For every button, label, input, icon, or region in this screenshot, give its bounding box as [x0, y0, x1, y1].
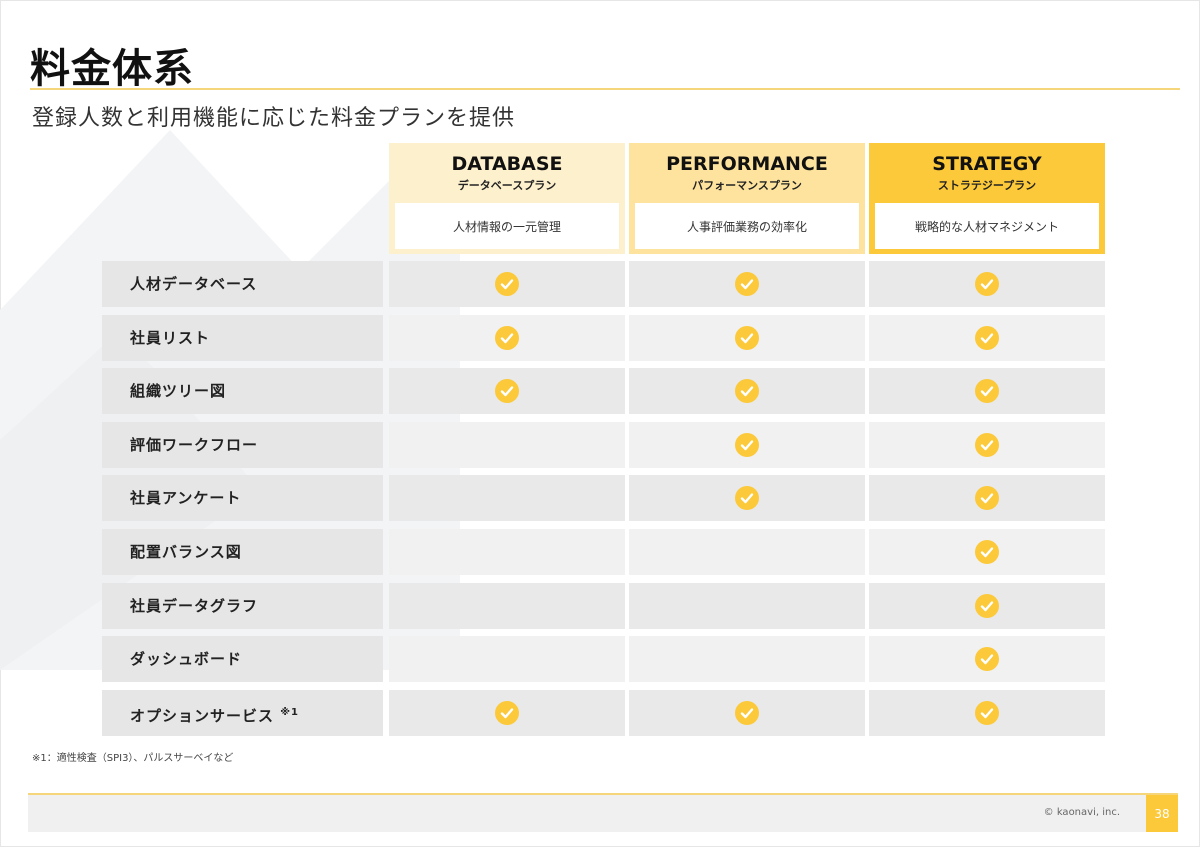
- footer-bar: © kaonavi, inc. 38: [28, 793, 1178, 832]
- feature-label-cell: オプションサービス ※1: [102, 690, 383, 736]
- feature-label: 組織ツリー図: [130, 382, 227, 400]
- plan-header-database: DATABASE データベースプラン人材情報の一元管理: [389, 143, 625, 254]
- check-circle-icon: [975, 647, 999, 671]
- plan-header-strategy: STRATEGY ストラテジープラン戦略的な人材マネジメント: [869, 143, 1105, 254]
- check-circle-icon: [735, 433, 759, 457]
- plan-cell-strategy: [869, 529, 1105, 575]
- check-circle-icon: [975, 594, 999, 618]
- feature-label: 社員アンケート: [130, 489, 242, 507]
- check-circle-icon: [975, 701, 999, 725]
- feature-label-cell: 社員リスト: [102, 315, 383, 361]
- plan-name-kana: データベースプラン: [457, 179, 557, 192]
- plan-cell-strategy: [869, 422, 1105, 468]
- plan-description: 人事評価業務の効率化: [635, 203, 859, 249]
- plan-header-performance: PERFORMANCE パフォーマンスプラン人事評価業務の効率化: [629, 143, 865, 254]
- plan-cell-database: [389, 368, 625, 414]
- feature-label-cell: ダッシュボード: [102, 636, 383, 682]
- page-title: 料金体系: [30, 46, 194, 92]
- feature-label-cell: 社員アンケート: [102, 475, 383, 521]
- plan-cell-strategy: [869, 368, 1105, 414]
- plan-cell-database: [389, 261, 625, 307]
- plan-cell-strategy: [869, 261, 1105, 307]
- plan-description: 戦略的な人材マネジメント: [875, 203, 1099, 249]
- plan-name-kana: パフォーマンスプラン: [692, 179, 802, 192]
- plan-cell-strategy: [869, 583, 1105, 629]
- plan-cell-performance: [629, 368, 865, 414]
- check-circle-icon: [495, 701, 519, 725]
- feature-label-cell: 社員データグラフ: [102, 583, 383, 629]
- plan-cell-database: [389, 690, 625, 736]
- plan-cell-database: [389, 475, 625, 521]
- check-circle-icon: [735, 379, 759, 403]
- plan-name-kana: ストラテジープラン: [937, 179, 1037, 192]
- check-circle-icon: [975, 326, 999, 350]
- plan-cell-performance: [629, 422, 865, 468]
- check-circle-icon: [735, 326, 759, 350]
- check-circle-icon: [735, 272, 759, 296]
- feature-label-cell: 評価ワークフロー: [102, 422, 383, 468]
- check-circle-icon: [735, 486, 759, 510]
- feature-label: 配置バランス図: [130, 543, 242, 561]
- feature-label: 人材データベース: [130, 275, 258, 293]
- plan-cell-performance: [629, 261, 865, 307]
- plan-cell-performance: [629, 636, 865, 682]
- feature-label-cell: 組織ツリー図: [102, 368, 383, 414]
- feature-label: 社員リスト: [130, 329, 211, 347]
- plan-cell-database: [389, 636, 625, 682]
- plan-cell-database: [389, 583, 625, 629]
- plan-cell-performance: [629, 690, 865, 736]
- check-circle-icon: [735, 701, 759, 725]
- check-circle-icon: [495, 272, 519, 296]
- plan-cell-strategy: [869, 690, 1105, 736]
- feature-label: 社員データグラフ: [130, 597, 259, 615]
- plan-cell-performance: [629, 583, 865, 629]
- plan-cell-strategy: [869, 636, 1105, 682]
- page-subtitle: 登録人数と利用機能に応じた料金プランを提供: [32, 106, 516, 131]
- feature-label: 評価ワークフロー: [130, 436, 259, 454]
- check-circle-icon: [495, 379, 519, 403]
- check-circle-icon: [975, 540, 999, 564]
- check-circle-icon: [975, 272, 999, 296]
- plan-cell-database: [389, 315, 625, 361]
- plan-cell-database: [389, 529, 625, 575]
- feature-label: オプションサービス: [130, 707, 275, 725]
- plan-name: DATABASE: [451, 153, 563, 175]
- feature-label-cell: 配置バランス図: [102, 529, 383, 575]
- check-circle-icon: [495, 326, 519, 350]
- plan-cell-performance: [629, 315, 865, 361]
- feature-label: ダッシュボード: [130, 650, 243, 668]
- copyright: © kaonavi, inc.: [1043, 807, 1120, 818]
- check-circle-icon: [975, 486, 999, 510]
- feature-label-cell: 人材データベース: [102, 261, 383, 307]
- footnote: ※1：適性検査（SPI3）、パルスサーベイなど: [32, 753, 234, 764]
- plan-cell-performance: [629, 475, 865, 521]
- plan-cell-performance: [629, 529, 865, 575]
- footnote-mark: ※1: [280, 707, 299, 718]
- page-number: 38: [1146, 795, 1178, 832]
- plan-cell-strategy: [869, 315, 1105, 361]
- check-circle-icon: [975, 379, 999, 403]
- plan-cell-database: [389, 422, 625, 468]
- title-divider: [30, 88, 1180, 90]
- plan-description: 人材情報の一元管理: [395, 203, 619, 249]
- plan-name: STRATEGY: [932, 153, 1042, 175]
- check-circle-icon: [975, 433, 999, 457]
- plan-name: PERFORMANCE: [666, 153, 828, 175]
- plan-cell-strategy: [869, 475, 1105, 521]
